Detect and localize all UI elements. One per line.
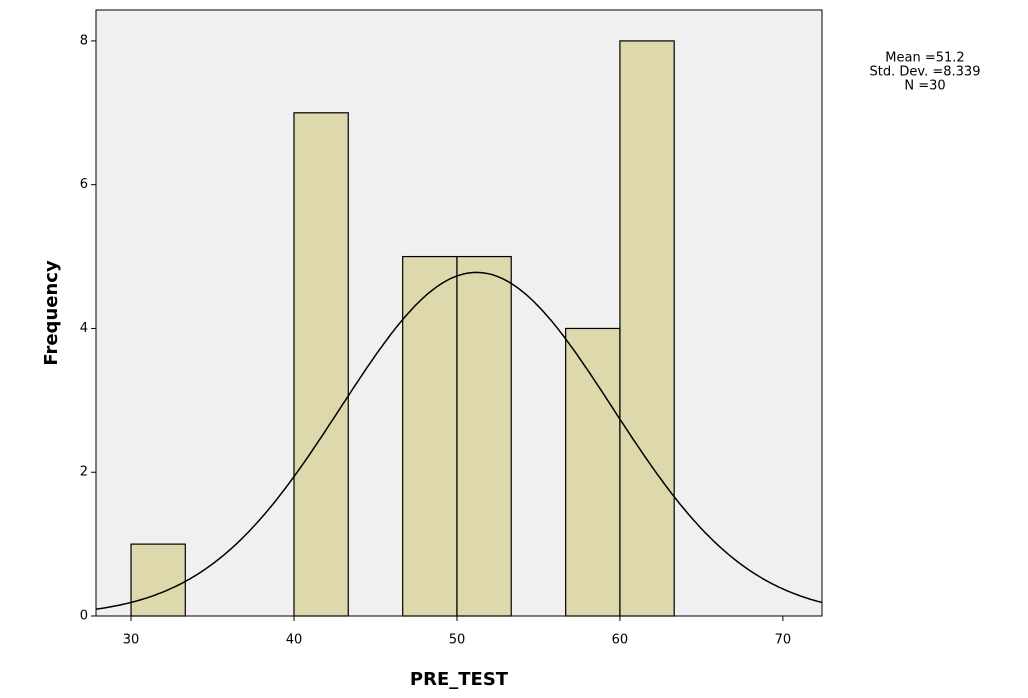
bar (402, 255, 458, 617)
x-axis-title: PRE_TEST (410, 669, 509, 690)
x-tick-label: 40 (286, 633, 303, 648)
x-tick-label: 60 (612, 633, 629, 648)
y-tick-label: 4 (80, 321, 88, 336)
y-tick-label: 8 (80, 33, 88, 48)
y-tick-label: 6 (80, 177, 88, 192)
y-tick-label: 2 (80, 465, 88, 480)
x-tick-label: 50 (449, 633, 466, 648)
bar (619, 40, 675, 617)
stats-note: Mean =51.2 (885, 51, 964, 66)
stats-note: N =30 (904, 79, 945, 94)
bar (130, 543, 186, 617)
bar (565, 327, 621, 617)
x-tick-label: 30 (123, 633, 140, 648)
bar (293, 112, 349, 617)
stats-note: Std. Dev. =8.339 (870, 65, 981, 80)
y-tick-label: 0 (80, 609, 88, 624)
y-axis-title: Frequency (41, 260, 62, 366)
normal-curve (95, 271, 823, 610)
bar (456, 255, 512, 617)
x-tick-label: 70 (775, 633, 792, 648)
